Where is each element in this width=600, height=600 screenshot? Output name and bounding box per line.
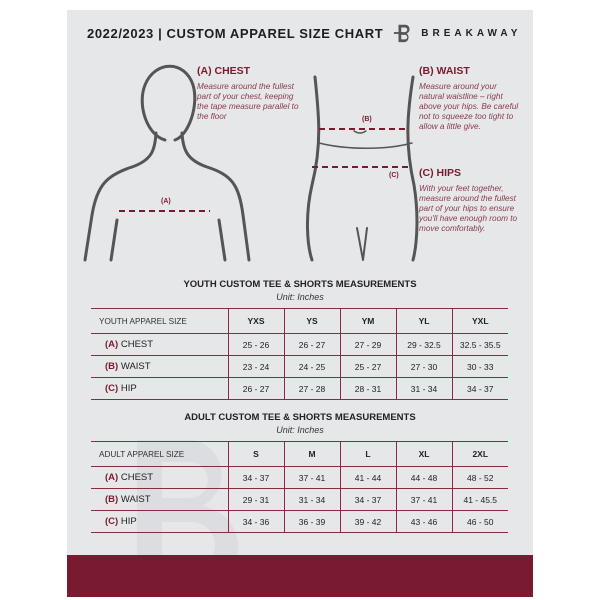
size-header: YS [283, 308, 340, 334]
row-label: CHEST [120, 472, 154, 483]
waist-marker: (B) [362, 116, 372, 123]
size-header: YXL [451, 308, 508, 334]
cell: 37 - 41 [283, 466, 340, 489]
cell: 28 - 31 [339, 377, 396, 400]
brand-name: BREAKAWAY [421, 27, 522, 39]
head-outline [140, 64, 197, 142]
youth-table-title: YOUTH CUSTOM TEE & SHORTS MEASUREMENTS [183, 279, 417, 290]
row-label: HIP [120, 516, 137, 527]
table-row: (C) HIP 26 - 27 27 - 28 28 - 31 31 - 34 34 - … [91, 377, 508, 400]
adult-unit: Unit: Inches [276, 425, 324, 435]
chest-description: Measure around the fullest part of your … [197, 82, 299, 121]
hips-description: With your feet together, measure around … [419, 184, 518, 233]
hips-heading: (C) HIPS [419, 167, 461, 179]
hips-marker: (C) [389, 172, 399, 179]
table-row: (A) CHEST 25 - 26 26 - 27 27 - 29 29 - 32.5 3… [91, 333, 508, 356]
row-label: WAIST [120, 494, 151, 505]
size-header: L [339, 441, 396, 467]
cell: 30 - 33 [451, 355, 508, 378]
cell: 26 - 27 [227, 377, 284, 400]
cell: 23 - 24 [227, 355, 284, 378]
cell: 48 - 52 [451, 466, 508, 489]
youth-unit: Unit: Inches [276, 292, 324, 302]
header-label: ADULT APPAREL SIZE [91, 441, 228, 467]
cell: 44 - 48 [395, 466, 452, 489]
size-header: YL [395, 308, 452, 334]
row-code: (A) [105, 339, 119, 350]
cell: 41 - 44 [339, 466, 396, 489]
footer-band [67, 555, 533, 597]
adult-size-table: ADULT APPAREL SIZE S M L XL 2XL (A) CHES… [91, 441, 508, 533]
cell: 29 - 31 [227, 488, 284, 511]
breakaway-logo-icon [394, 24, 410, 43]
cell: 24 - 25 [283, 355, 340, 378]
cell: 46 - 50 [451, 510, 508, 533]
page-title: 2022/2023 | CUSTOM APPAREL SIZE CHART [87, 25, 384, 41]
size-chart-page: 2022/2023 | CUSTOM APPAREL SIZE CHART BR… [67, 10, 533, 597]
cell: 34 - 37 [451, 377, 508, 400]
row-code: (C) [105, 383, 119, 394]
size-header: XL [395, 441, 452, 467]
cell: 25 - 26 [227, 333, 284, 356]
table-row: (C) HIP 34 - 36 36 - 39 39 - 42 43 - 46 46 - … [91, 510, 508, 533]
size-header: YXS [227, 308, 284, 334]
body-figures-illustration [83, 64, 419, 262]
cell: 26 - 27 [283, 333, 340, 356]
waist-heading: (B) WAIST [419, 65, 470, 77]
cell: 34 - 37 [339, 488, 396, 511]
table-header-row: YOUTH APPAREL SIZE YXS YS YM YL YXL [91, 308, 508, 334]
table-row: (A) CHEST 34 - 37 37 - 41 41 - 44 44 - 48 48 … [91, 466, 508, 489]
cell: 41 - 45.5 [451, 488, 508, 511]
row-label: CHEST [120, 339, 154, 350]
row-code: (B) [105, 361, 119, 372]
table-row: (B) WAIST 29 - 31 31 - 34 34 - 37 37 - 41 41 … [91, 488, 508, 511]
waist-description: Measure around your natural waistline – … [419, 82, 519, 131]
header-label: YOUTH APPAREL SIZE [91, 308, 228, 334]
cell: 43 - 46 [395, 510, 452, 533]
size-header: 2XL [451, 441, 508, 467]
size-header: S [227, 441, 284, 467]
size-header: YM [339, 308, 396, 334]
cell: 37 - 41 [395, 488, 452, 511]
cell: 31 - 34 [283, 488, 340, 511]
cell: 34 - 37 [227, 466, 284, 489]
page-header: 2022/2023 | CUSTOM APPAREL SIZE CHART BR… [87, 22, 517, 44]
row-label: WAIST [120, 361, 151, 372]
table-row: (B) WAIST 23 - 24 24 - 25 25 - 27 27 - 30 30 … [91, 355, 508, 378]
cell: 27 - 28 [283, 377, 340, 400]
table-header-row: ADULT APPAREL SIZE S M L XL 2XL [91, 441, 508, 467]
row-code: (C) [105, 516, 119, 527]
cell: 34 - 36 [227, 510, 284, 533]
cell: 36 - 39 [283, 510, 340, 533]
cell: 39 - 42 [339, 510, 396, 533]
size-header: M [283, 441, 340, 467]
chest-marker: (A) [161, 198, 171, 205]
chest-heading: (A) CHEST [197, 65, 251, 77]
cell: 25 - 27 [339, 355, 396, 378]
brand-logo: BREAKAWAY [393, 22, 521, 44]
youth-size-table: YOUTH APPAREL SIZE YXS YS YM YL YXL (A) … [91, 308, 508, 400]
cell: 27 - 29 [339, 333, 396, 356]
cell: 31 - 34 [395, 377, 452, 400]
row-label: HIP [120, 383, 137, 394]
adult-table-title: ADULT CUSTOM TEE & SHORTS MEASUREMENTS [184, 412, 416, 423]
row-code: (A) [105, 472, 119, 483]
cell: 29 - 32.5 [395, 333, 452, 356]
cell: 32.5 - 35.5 [451, 333, 508, 356]
row-code: (B) [105, 494, 119, 505]
cell: 27 - 30 [395, 355, 452, 378]
